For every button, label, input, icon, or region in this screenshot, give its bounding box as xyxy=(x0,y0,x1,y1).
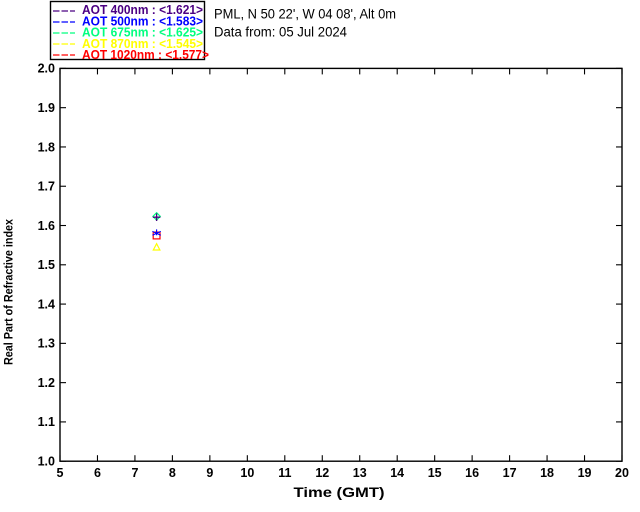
svg-text:1.3: 1.3 xyxy=(38,337,55,351)
svg-text:1.0: 1.0 xyxy=(38,455,55,469)
svg-text:PML, N 50 22', W 04 08', Alt 0: PML, N 50 22', W 04 08', Alt 0m xyxy=(214,6,396,21)
svg-text:12: 12 xyxy=(315,466,329,480)
svg-text:AOT 1020nm : <1.577>: AOT 1020nm : <1.577> xyxy=(82,47,209,62)
svg-text:13: 13 xyxy=(353,466,367,480)
svg-text:1.6: 1.6 xyxy=(38,219,55,233)
svg-text:Data from: 05 Jul 2024: Data from: 05 Jul 2024 xyxy=(214,24,347,39)
svg-text:18: 18 xyxy=(540,466,554,480)
svg-text:1.7: 1.7 xyxy=(38,180,55,194)
svg-text:19: 19 xyxy=(578,466,592,480)
svg-text:20: 20 xyxy=(615,466,629,480)
svg-text:2.0: 2.0 xyxy=(38,62,55,76)
svg-text:14: 14 xyxy=(390,466,404,480)
svg-text:7: 7 xyxy=(131,466,138,480)
svg-text:Real Part of Refractive index: Real Part of Refractive index xyxy=(3,218,15,365)
svg-text:Time (GMT): Time (GMT) xyxy=(294,485,385,500)
svg-text:16: 16 xyxy=(465,466,479,480)
svg-text:15: 15 xyxy=(428,466,442,480)
svg-text:1.9: 1.9 xyxy=(38,101,55,115)
svg-text:1.5: 1.5 xyxy=(38,258,55,272)
svg-text:11: 11 xyxy=(278,466,291,480)
svg-text:1.2: 1.2 xyxy=(38,376,55,390)
svg-text:8: 8 xyxy=(169,466,176,480)
svg-text:10: 10 xyxy=(240,466,254,480)
svg-text:6: 6 xyxy=(94,466,101,480)
svg-text:1.4: 1.4 xyxy=(38,297,55,311)
svg-text:17: 17 xyxy=(503,466,517,480)
svg-text:9: 9 xyxy=(206,466,213,480)
svg-text:5: 5 xyxy=(57,466,64,480)
svg-text:1.1: 1.1 xyxy=(38,415,55,429)
svg-text:1.8: 1.8 xyxy=(38,140,55,154)
